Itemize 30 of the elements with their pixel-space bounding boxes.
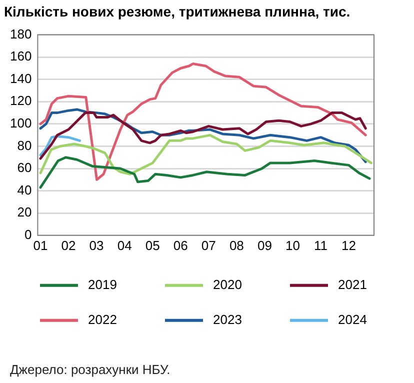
legend-label: 2022 xyxy=(88,312,117,327)
y-tick-label: 120 xyxy=(10,93,32,108)
legend-label: 2019 xyxy=(88,276,117,292)
legend-label: 2023 xyxy=(213,312,242,327)
legend-label: 2024 xyxy=(338,312,367,327)
x-tick-label: 07 xyxy=(201,238,216,253)
y-tick-label: 0 xyxy=(24,226,32,242)
x-tick-label: 12 xyxy=(342,238,356,253)
x-tick-label: 09 xyxy=(257,238,272,253)
x-tick-label: 08 xyxy=(229,238,244,253)
chart-title: Кількість нових резюме, тритижнева плинна, тис. xyxy=(4,3,350,20)
y-tick-label: 180 xyxy=(10,26,32,42)
y-tick-label: 40 xyxy=(17,182,32,198)
y-tick-label: 60 xyxy=(17,160,32,176)
x-tick-label: 06 xyxy=(173,238,188,253)
y-tick-label: 100 xyxy=(10,116,32,131)
x-tick-label: 04 xyxy=(117,238,132,253)
legend-label: 2021 xyxy=(338,276,367,292)
y-tick-label: 20 xyxy=(17,204,32,220)
x-tick-label: 02 xyxy=(61,238,76,253)
x-tick-label: 05 xyxy=(145,238,160,253)
legend-label: 2020 xyxy=(213,276,242,292)
y-tick-label: 140 xyxy=(10,70,32,86)
x-tick-label: 03 xyxy=(89,238,104,253)
text: Джерело: розрахунки НБУ. xyxy=(10,362,170,378)
y-tick-label: 160 xyxy=(10,48,32,64)
y-tick-label: 80 xyxy=(17,138,32,153)
x-tick-label: 11 xyxy=(314,238,328,253)
x-tick-label: 10 xyxy=(285,238,300,253)
x-tick-label: 01 xyxy=(33,238,48,253)
